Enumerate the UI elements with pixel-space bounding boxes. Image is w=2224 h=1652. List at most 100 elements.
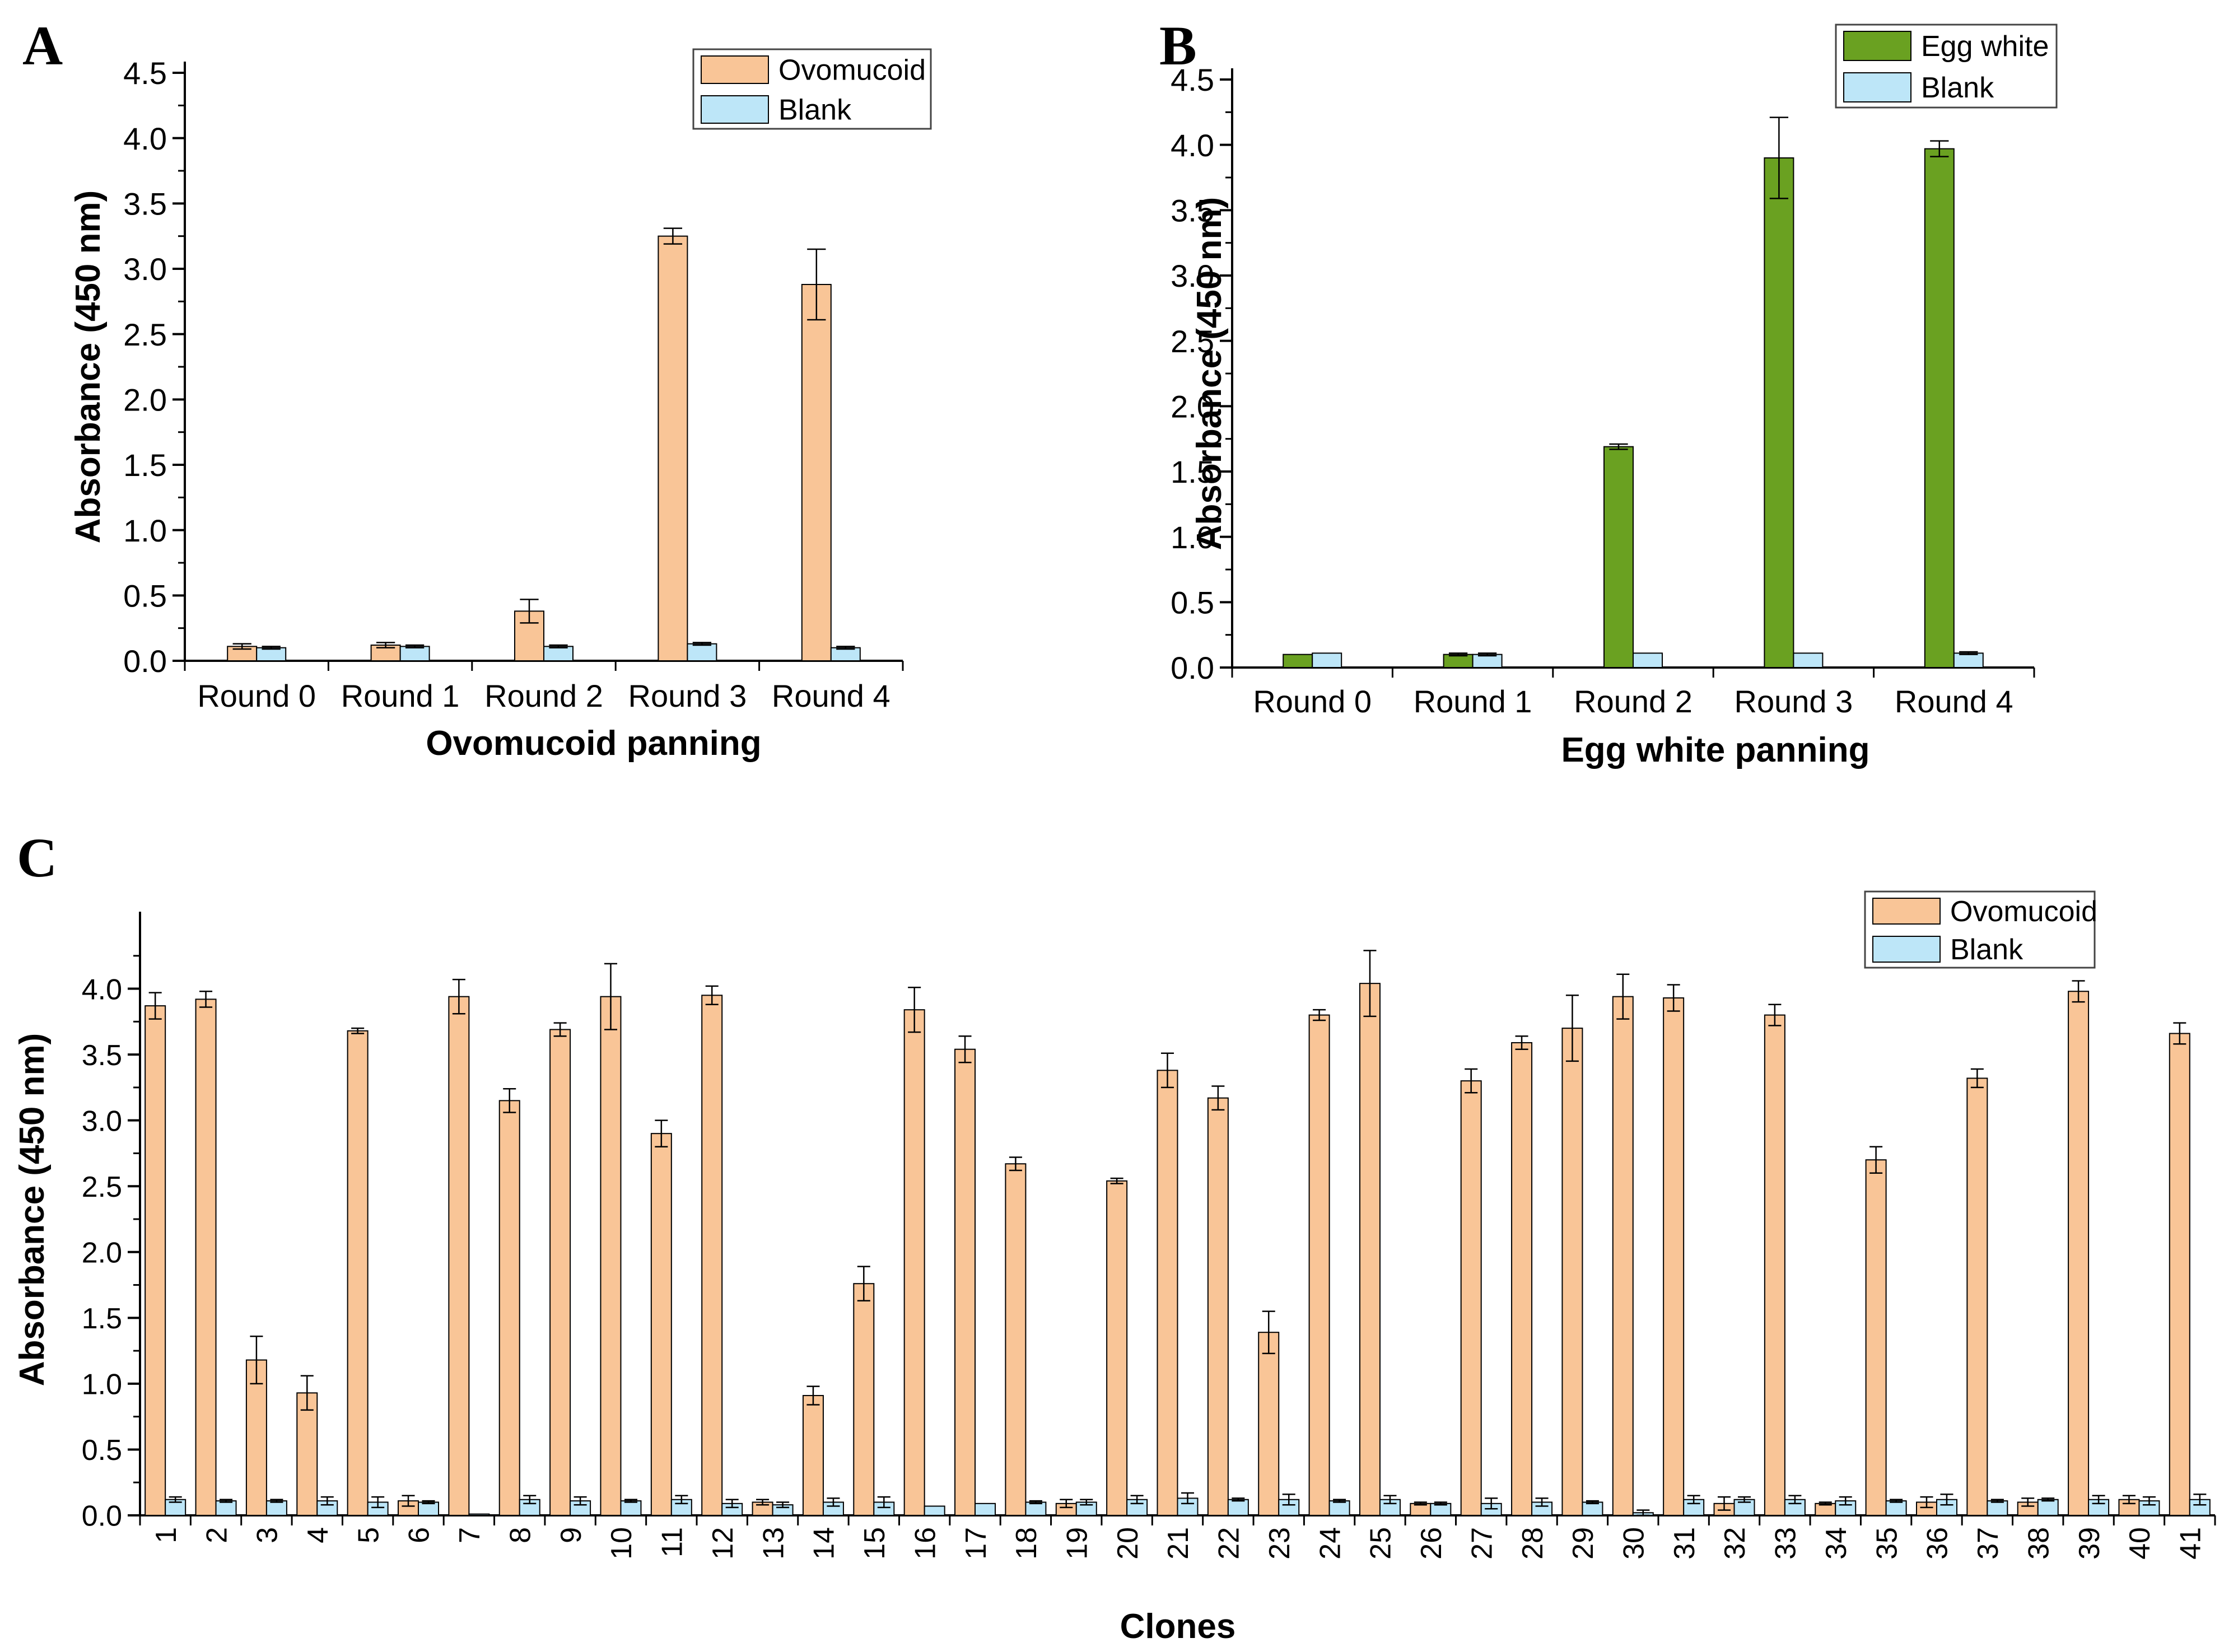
egg_white-bar xyxy=(1924,148,1955,668)
ovomucoid-bar xyxy=(549,1029,571,1516)
y-tick-label: 3.0 xyxy=(1171,258,1214,293)
egg_white-bar xyxy=(1764,157,1794,668)
y-tick-label: 3.5 xyxy=(82,1039,122,1072)
blank-bar xyxy=(1987,1500,2008,1516)
blank-bar xyxy=(215,1500,237,1516)
ovomucoid-bar xyxy=(802,1395,824,1516)
ovomucoid-bar xyxy=(1207,1097,1229,1516)
y-tick-label: 4.5 xyxy=(1171,62,1214,97)
ovomucoid-bar xyxy=(903,1009,925,1516)
blank-bar xyxy=(468,1513,490,1516)
blank-bar xyxy=(687,643,717,661)
ovomucoid-bar xyxy=(600,996,622,1516)
x-tick-label: 14 xyxy=(808,1527,841,1560)
x-tick-label: 16 xyxy=(909,1527,941,1560)
x-tick-label: 3 xyxy=(251,1527,284,1543)
blank-bar xyxy=(924,1505,945,1516)
ovomucoid-bar xyxy=(498,1100,520,1516)
blank-bar xyxy=(265,1500,287,1516)
x-tick-label: 26 xyxy=(1415,1527,1448,1560)
legend-swatch-ovomucoid xyxy=(701,55,769,84)
ovomucoid-bar xyxy=(2169,1033,2190,1516)
y-tick-label: 2.5 xyxy=(1171,324,1214,359)
y-axis-title: Absorbance (450 nm) xyxy=(69,190,108,544)
blank-bar xyxy=(1227,1499,1249,1516)
y-tick-label: 3.0 xyxy=(82,1105,122,1137)
blank-bar xyxy=(2138,1500,2160,1516)
blank-bar xyxy=(1312,652,1342,669)
blank-bar xyxy=(1328,1500,1350,1516)
blank-bar xyxy=(1885,1500,1907,1516)
legend-swatch-blank xyxy=(701,95,769,124)
blank-bar xyxy=(2088,1499,2110,1516)
ovomucoid-bar xyxy=(1106,1180,1128,1516)
x-tick-label: 39 xyxy=(2073,1527,2106,1560)
x-axis-title: Egg white panning xyxy=(1561,731,1869,769)
y-tick-label: 4.0 xyxy=(1171,128,1214,163)
ovomucoid-bar xyxy=(1258,1332,1280,1516)
x-tick-label: 10 xyxy=(605,1527,638,1560)
x-tick-label: 17 xyxy=(960,1527,992,1560)
y-tick-label: 3.5 xyxy=(1171,193,1214,228)
x-tick-label: 23 xyxy=(1263,1527,1296,1560)
x-tick-label: 28 xyxy=(1517,1527,1549,1560)
ovomucoid-bar xyxy=(801,284,832,661)
y-tick-label: 2.0 xyxy=(123,382,167,417)
panel-b-letter: B xyxy=(1159,15,1197,77)
ovomucoid-bar xyxy=(853,1283,875,1516)
x-tick-label: 40 xyxy=(2124,1527,2156,1560)
ovomucoid-bar xyxy=(1308,1014,1330,1516)
y-tick-label: 0.5 xyxy=(82,1434,122,1467)
ovomucoid-bar xyxy=(701,995,723,1516)
x-tick-label: 13 xyxy=(757,1527,790,1560)
blank-bar xyxy=(399,646,430,662)
ovomucoid-bar xyxy=(1005,1163,1027,1516)
x-tick-label: Round 0 xyxy=(1253,684,1372,719)
x-tick-label: 33 xyxy=(1770,1527,1802,1560)
x-tick-label: 38 xyxy=(2022,1527,2055,1560)
blank-bar xyxy=(1793,652,1824,669)
x-axis-title: Ovomucoid panning xyxy=(426,724,761,763)
x-tick-label: 36 xyxy=(1922,1527,1954,1560)
egg_white-bar xyxy=(1603,446,1634,669)
x-tick-label: 25 xyxy=(1365,1527,1397,1560)
y-tick-label: 4.0 xyxy=(123,121,167,156)
y-tick-label: 1.5 xyxy=(123,447,167,483)
x-tick-label: 31 xyxy=(1668,1527,1701,1560)
x-tick-label: 12 xyxy=(707,1527,739,1560)
ovomucoid-bar xyxy=(1157,1070,1178,1516)
y-tick-label: 4.5 xyxy=(123,55,167,91)
x-tick-label: 34 xyxy=(1820,1527,1853,1560)
ovomucoid-bar xyxy=(954,1048,976,1516)
y-tick-label: 0.5 xyxy=(1171,585,1214,620)
y-tick-label: 0.5 xyxy=(123,578,167,613)
x-tick-label: Round 3 xyxy=(628,678,747,713)
x-tick-label: Round 0 xyxy=(197,678,316,713)
y-tick-label: 1.0 xyxy=(1171,520,1214,555)
x-tick-label: Round 1 xyxy=(1414,684,1532,719)
legend-swatch-ovomucoid xyxy=(1872,898,1941,925)
x-tick-label: Round 2 xyxy=(484,678,603,713)
blank-bar xyxy=(2037,1499,2059,1516)
ovomucoid-bar xyxy=(1359,983,1381,1516)
x-tick-label: Round 2 xyxy=(1574,684,1693,719)
egg_white-bar xyxy=(1283,654,1313,668)
ovomucoid-bar xyxy=(448,996,470,1516)
ovomucoid-bar xyxy=(658,235,688,661)
legend-label: Blank xyxy=(778,94,852,127)
y-tick-label: 3.0 xyxy=(123,251,167,287)
x-tick-label: 29 xyxy=(1567,1527,1600,1560)
x-tick-label: 32 xyxy=(1719,1527,1751,1560)
y-tick-label: 1.0 xyxy=(123,513,167,548)
x-tick-label: 15 xyxy=(859,1527,891,1560)
ovomucoid-bar xyxy=(195,998,217,1516)
y-axis-title: Absorbance (450 nm) xyxy=(1190,197,1229,550)
panel-b-chart: B 0.0 0.5 1.0 1.5 2.0 2.5 3.0 3.5 4.0 4.5 Round 0 Ro… xyxy=(1159,15,2058,769)
y-tick-label: 3.5 xyxy=(123,186,167,221)
legend-label: Ovomucoid xyxy=(1950,895,2097,928)
legend-swatch-blank xyxy=(1872,936,1941,963)
ovomucoid-bar xyxy=(1460,1080,1482,1516)
ovomucoid-bar xyxy=(1966,1077,1988,1516)
y-tick-label: 2.0 xyxy=(1171,389,1214,424)
